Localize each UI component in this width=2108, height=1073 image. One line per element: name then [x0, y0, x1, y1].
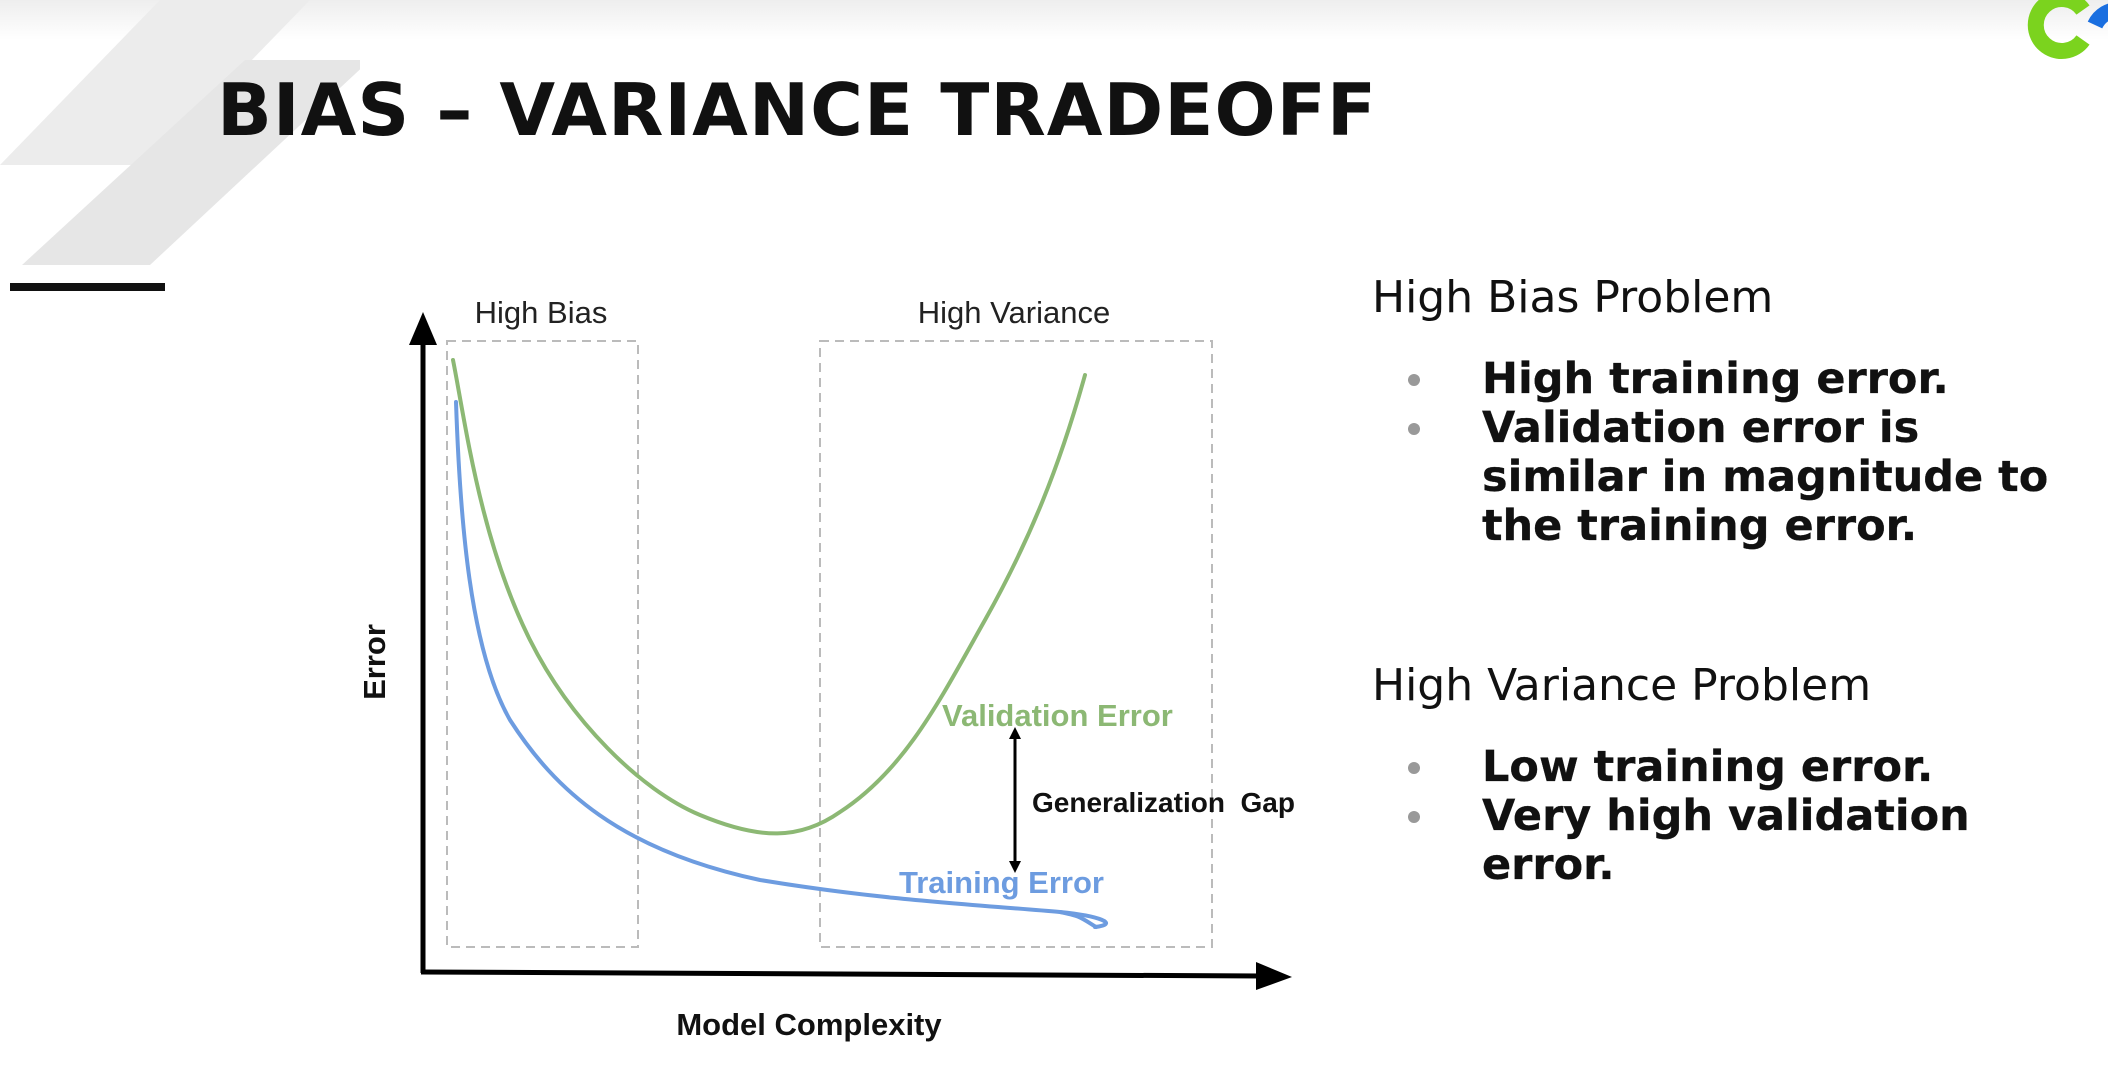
high-bias-label: High Bias	[475, 295, 608, 330]
brand-logo-icon	[2027, 0, 2108, 59]
x-axis-label: Model Complexity	[676, 1007, 942, 1042]
high-bias-heading: High Bias Problem	[1372, 272, 1774, 323]
bullet-icon	[1408, 811, 1420, 823]
training-error-label: Training Error	[899, 865, 1104, 900]
list-item: Validation error is similar in magnitude…	[1372, 403, 2092, 551]
high-bias-region	[446, 340, 639, 948]
title-underline	[10, 283, 165, 291]
generalization-gap-label: Generalization Gap	[1032, 787, 1295, 818]
training-error-curve	[454, 400, 1109, 929]
high-variance-list: Low training error. Very high validation…	[1372, 742, 2092, 890]
y-axis-label: Error	[357, 624, 392, 700]
training-error-curve-tail	[1058, 910, 1098, 929]
bias-variance-diagram: High Bias High Variance Error Model Comp…	[357, 295, 1295, 1042]
bullet-icon	[1408, 423, 1420, 435]
validation-error-curve	[451, 358, 1087, 836]
top-gradient-band	[0, 0, 2108, 40]
validation-error-label: Validation Error	[942, 698, 1173, 733]
corner-stripes-decoration	[0, 0, 360, 265]
y-axis-arrowhead	[409, 312, 437, 345]
list-item: Very high validation error.	[1372, 791, 2092, 890]
high-variance-label: High Variance	[918, 295, 1110, 330]
bullet-icon	[1408, 374, 1420, 386]
list-item: High training error.	[1372, 354, 2092, 404]
x-axis-arrowhead	[1256, 962, 1292, 990]
high-bias-list: High training error. Validation error is…	[1372, 354, 2092, 551]
high-bias-section: High Bias Problem High training error. V…	[1372, 272, 2092, 551]
x-axis	[420, 969, 1263, 979]
slide-title: BIAS – VARIANCE TRADEOFF	[217, 68, 1378, 152]
list-item: Low training error.	[1372, 742, 2092, 792]
high-variance-region	[819, 340, 1213, 948]
bullet-icon	[1408, 762, 1420, 774]
high-variance-section: High Variance Problem Low training error…	[1372, 660, 2092, 890]
high-variance-heading: High Variance Problem	[1372, 660, 1872, 711]
